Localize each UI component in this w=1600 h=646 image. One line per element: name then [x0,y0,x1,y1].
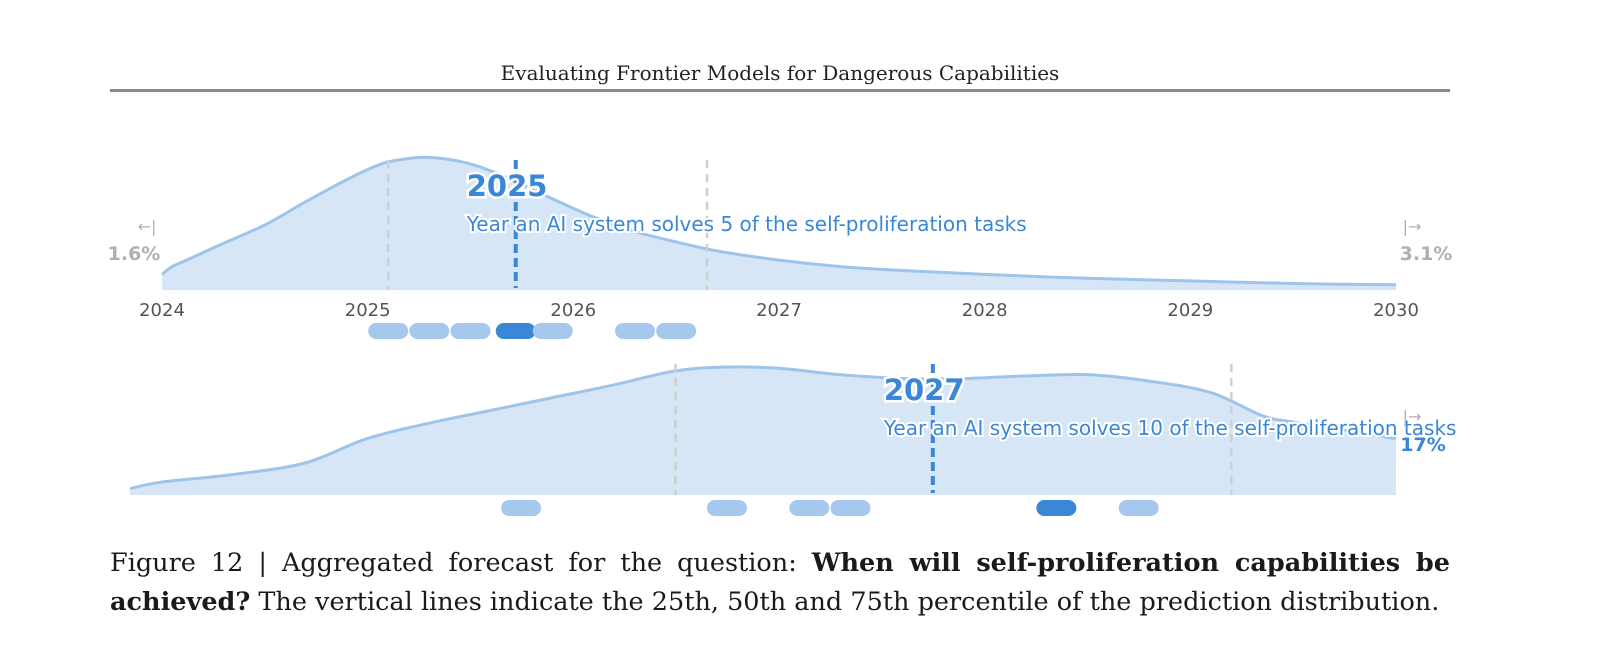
right-tail-value: 17% [1400,434,1445,456]
forecaster-point [789,500,830,516]
caption-suffix: The vertical lines indicate the 25th, 50… [250,587,1440,617]
forecaster-point [368,323,409,339]
median-year-label: 2027 [884,373,965,407]
forecaster-point [830,500,871,516]
x-tick-label: 2027 [756,300,802,321]
forecaster-point [706,500,747,516]
right-tail-arrow: |→ [1403,217,1422,236]
x-tick-label: 2029 [1167,300,1213,321]
forecaster-point [409,323,450,339]
forecaster-point [1118,500,1159,516]
forecaster-point [615,323,656,339]
forecaster-point [501,500,542,516]
annotation-text: Year an AI system solves 10 of the self-… [883,416,1457,440]
caption-prefix: Figure 12 | Aggregated forecast for the … [110,548,812,578]
right-tail-arrow: |→ [1403,407,1422,426]
forecaster-point-highlighted [1036,500,1077,516]
density-line [129,365,1397,491]
x-tick-label: 2025 [345,300,391,321]
caption-question: When will self-proliferation capabilitie… [110,548,1450,617]
x-tick-label: 2024 [139,300,185,321]
median-year-label: 2025 [467,169,548,203]
left-tail-value: 1.6% [108,243,161,265]
forecaster-point [450,323,491,339]
page-header: Evaluating Frontier Models for Dangerous… [110,58,1450,92]
annotation-text: Year an AI system solves 5 of the self-p… [466,212,1027,236]
page-header-title: Evaluating Frontier Models for Dangerous… [500,61,1060,85]
forecaster-point [532,323,573,339]
forecaster-point-highlighted [495,323,536,339]
density-area [130,366,1396,495]
x-tick-label: 2030 [1373,300,1419,321]
density-line [161,155,1397,287]
left-tail-arrow: ←| [138,217,157,236]
forecast-panel-2 [129,364,1397,516]
forecaster-point [656,323,697,339]
figure-caption: Figure 12 | Aggregated forecast for the … [110,544,1450,622]
x-tick-label: 2028 [962,300,1008,321]
x-tick-label: 2026 [550,300,596,321]
forecast-panel-1 [161,155,1397,339]
density-area [162,157,1396,290]
right-tail-value: 3.1% [1400,243,1453,265]
